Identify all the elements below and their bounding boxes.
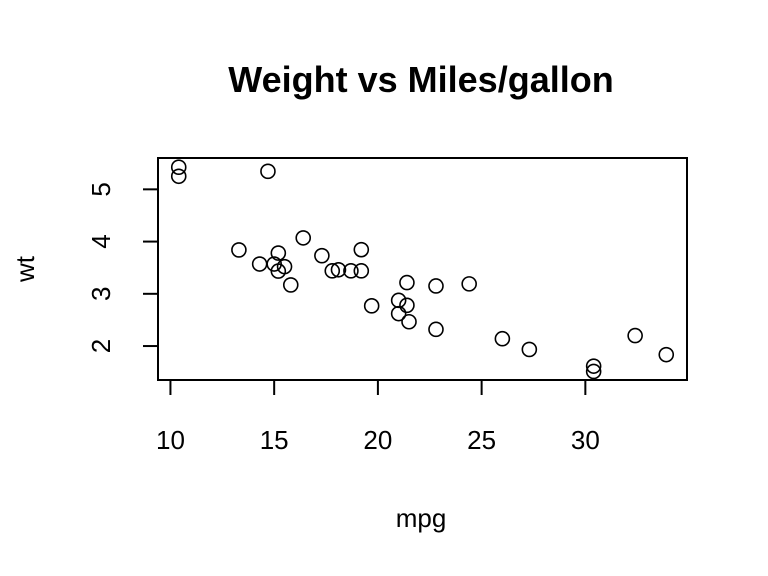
y-tick-label: 3 bbox=[86, 287, 116, 301]
y-tick-label: 4 bbox=[86, 234, 116, 248]
data-point bbox=[521, 341, 538, 358]
data-point bbox=[399, 297, 415, 314]
data-point bbox=[428, 278, 444, 294]
y-tick-label: 5 bbox=[86, 182, 116, 196]
data-point bbox=[266, 256, 282, 272]
y-tick-label: 2 bbox=[86, 339, 116, 353]
data-point bbox=[170, 168, 187, 185]
data-point bbox=[390, 292, 407, 309]
data-point bbox=[627, 327, 643, 344]
data-point bbox=[324, 263, 341, 279]
data-point bbox=[330, 261, 347, 278]
x-axis-title: mpg bbox=[396, 503, 447, 533]
data-point bbox=[401, 313, 417, 330]
x-tick-label: 20 bbox=[363, 425, 392, 455]
data-point bbox=[658, 346, 675, 363]
data-point bbox=[494, 330, 511, 347]
data-point bbox=[353, 241, 370, 258]
data-point bbox=[314, 247, 330, 264]
y-axis-title: wt bbox=[10, 255, 40, 283]
data-point bbox=[428, 321, 444, 338]
data-point bbox=[461, 276, 477, 292]
data-point bbox=[260, 163, 276, 180]
data-point bbox=[399, 274, 415, 291]
x-tick-label: 30 bbox=[571, 425, 600, 455]
data-point bbox=[231, 242, 247, 258]
data-point bbox=[585, 358, 602, 374]
y-axis: 2 3 4 5 bbox=[86, 182, 159, 353]
data-point bbox=[585, 363, 602, 380]
data-point bbox=[363, 298, 380, 314]
data-point bbox=[251, 256, 268, 272]
x-axis: 10 15 20 25 30 bbox=[156, 379, 600, 455]
data-point bbox=[295, 230, 312, 246]
data-point bbox=[353, 263, 370, 279]
chart-title: Weight vs Miles/gallon bbox=[228, 59, 613, 100]
data-point bbox=[270, 245, 287, 261]
data-point bbox=[282, 277, 299, 293]
plot-frame bbox=[157, 157, 688, 381]
data-point bbox=[170, 159, 187, 175]
x-tick-label: 15 bbox=[260, 425, 289, 455]
data-points bbox=[170, 159, 675, 380]
data-point bbox=[343, 263, 359, 279]
x-tick-label: 10 bbox=[156, 425, 185, 455]
x-tick-label: 25 bbox=[467, 425, 496, 455]
